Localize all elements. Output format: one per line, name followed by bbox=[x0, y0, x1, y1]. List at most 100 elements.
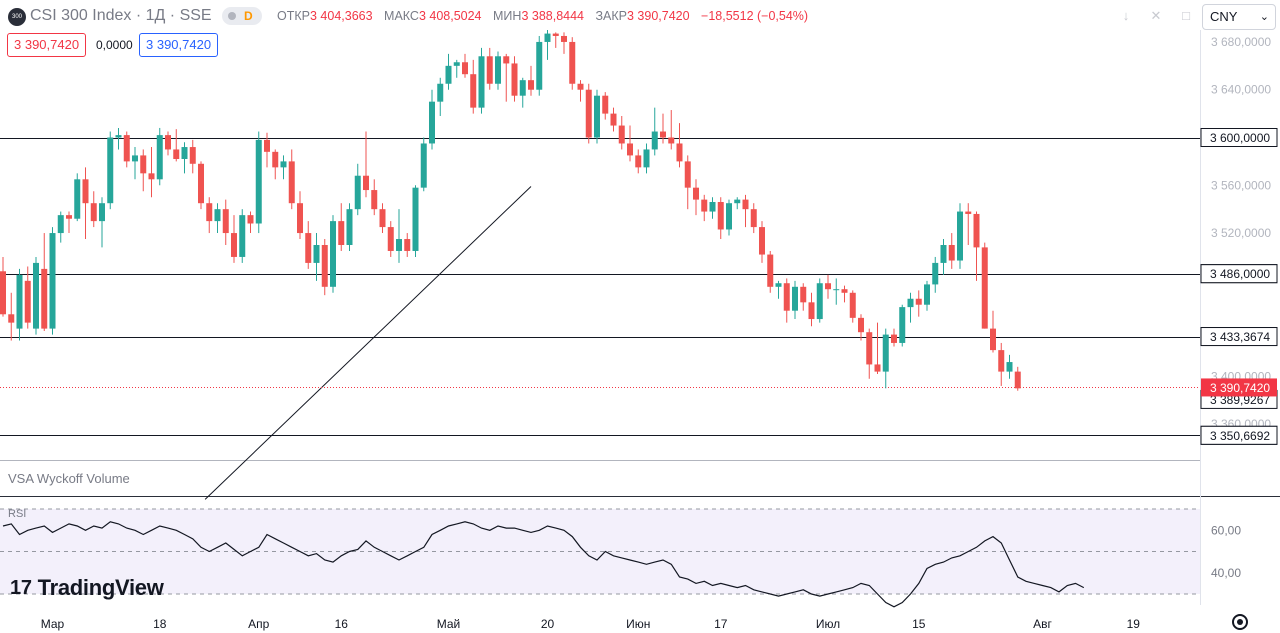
candle-body bbox=[503, 56, 510, 64]
candle-body bbox=[222, 209, 229, 234]
candle-body bbox=[445, 65, 452, 84]
y-tick-label: 3 560,0000 bbox=[1211, 178, 1271, 192]
arrow-down-icon[interactable]: ↓ bbox=[1122, 8, 1130, 23]
tradingview-logo[interactable]: 17 TradingView bbox=[10, 575, 164, 601]
candle-body bbox=[759, 227, 765, 255]
ohlc-low-value: 3 388,8444 bbox=[521, 9, 584, 23]
candle-body bbox=[165, 135, 171, 150]
tradingview-mark-icon: 17 bbox=[10, 576, 32, 599]
candle-body bbox=[313, 245, 320, 263]
candle-body bbox=[536, 41, 543, 90]
candle-body bbox=[379, 209, 386, 228]
collapse-icon[interactable]: ✕ bbox=[1150, 8, 1162, 23]
candle-body bbox=[66, 215, 72, 219]
candle-body bbox=[115, 135, 122, 138]
candle-body bbox=[891, 334, 897, 343]
data-status-badge[interactable]: D bbox=[222, 7, 262, 25]
candle-body bbox=[330, 221, 336, 287]
candle-body bbox=[833, 289, 840, 291]
candle-body bbox=[321, 245, 328, 287]
candle-body bbox=[49, 233, 56, 329]
candle-body bbox=[585, 89, 592, 138]
candle-body bbox=[99, 203, 105, 222]
candle-body bbox=[239, 215, 246, 257]
candle-body bbox=[387, 227, 394, 251]
candle-body bbox=[882, 334, 889, 372]
x-tick-label: Июн bbox=[626, 617, 650, 631]
candle-body bbox=[940, 245, 947, 263]
currency-select[interactable]: CNY ⌄ bbox=[1202, 4, 1276, 30]
candle-body bbox=[907, 298, 914, 308]
candle-body bbox=[264, 139, 270, 152]
candle-body bbox=[57, 215, 64, 234]
currency-value: CNY bbox=[1210, 9, 1238, 24]
candle-body bbox=[660, 131, 666, 138]
candle-body bbox=[371, 190, 378, 210]
candle-body bbox=[990, 328, 996, 351]
x-tick-label: Июл bbox=[816, 617, 840, 631]
candle-body bbox=[552, 33, 559, 36]
spread-value: 0,0000 bbox=[96, 38, 133, 52]
level-price-frame bbox=[1200, 327, 1278, 347]
candle-body bbox=[767, 254, 774, 287]
y-tick-label: 3 520,0000 bbox=[1211, 226, 1271, 240]
candle-body bbox=[396, 239, 402, 251]
candle-body bbox=[635, 155, 642, 168]
candle-body bbox=[305, 233, 312, 263]
candle-body bbox=[41, 268, 48, 329]
sell-button[interactable]: 3 390,7420 bbox=[7, 33, 87, 57]
candle-body bbox=[849, 292, 856, 318]
candle-body bbox=[478, 56, 485, 108]
candle-body bbox=[874, 364, 881, 372]
y-tick-label: 3 640,0000 bbox=[1211, 83, 1271, 97]
ohlc-change-value: −18,5512 (−0,54%) bbox=[701, 9, 809, 23]
candle-body bbox=[90, 203, 97, 222]
candle-body bbox=[181, 147, 188, 159]
settings-gear-icon[interactable] bbox=[1232, 614, 1248, 630]
candle-body bbox=[1014, 371, 1021, 389]
x-tick-label: 19 bbox=[1127, 617, 1141, 631]
candle-body bbox=[734, 199, 741, 204]
candle-body bbox=[825, 283, 831, 290]
x-tick-label: 18 bbox=[153, 617, 167, 631]
candle-body bbox=[470, 74, 477, 108]
candle-body bbox=[453, 62, 460, 66]
candle-body bbox=[816, 283, 823, 320]
volume-indicator-label[interactable]: VSA Wyckoff Volume bbox=[8, 471, 130, 486]
candle-body bbox=[511, 63, 518, 96]
maximize-icon[interactable]: □ bbox=[1182, 8, 1190, 23]
candle-body bbox=[948, 245, 955, 261]
candle-body bbox=[214, 209, 221, 222]
status-dot-icon bbox=[228, 12, 236, 20]
candle-body bbox=[981, 247, 988, 329]
candle-body bbox=[74, 179, 81, 219]
x-tick-label: Мар bbox=[41, 617, 65, 631]
x-tick-label: Авг bbox=[1033, 617, 1052, 631]
candle-body bbox=[156, 135, 163, 180]
candle-body bbox=[8, 314, 15, 323]
x-tick-label: Май bbox=[437, 617, 461, 631]
candle-body bbox=[651, 131, 658, 150]
candle-body bbox=[528, 80, 534, 90]
candle-body bbox=[1006, 362, 1013, 372]
symbol-title[interactable]: CSI 300 Index · 1Д · SSE bbox=[30, 7, 212, 24]
candle-body bbox=[783, 283, 790, 311]
candle-body bbox=[486, 56, 493, 84]
candle-body bbox=[82, 179, 89, 204]
candle-body bbox=[495, 56, 501, 84]
last-price-label: 3 390,7420 bbox=[1210, 381, 1270, 395]
candle-body bbox=[338, 221, 345, 245]
level-price-label: 3 600,0000 bbox=[1210, 131, 1270, 145]
index-logo-icon: 300 bbox=[8, 8, 26, 26]
rsi-indicator-label[interactable]: RSI bbox=[8, 508, 27, 520]
candle-body bbox=[0, 271, 6, 315]
buy-button[interactable]: 3 390,7420 bbox=[139, 33, 219, 57]
candle-body bbox=[206, 203, 213, 222]
candle-body bbox=[965, 211, 972, 214]
rsi-tick-label: 40,00 bbox=[1211, 566, 1241, 580]
level-price-label-bg bbox=[1201, 327, 1277, 346]
level-price-frame bbox=[1200, 128, 1278, 147]
rsi-tick-label: 60,00 bbox=[1211, 523, 1241, 537]
